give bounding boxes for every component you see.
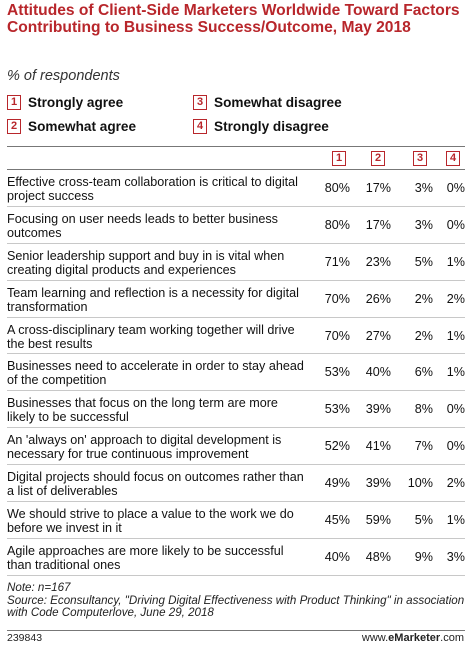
value-cell-col3: 3% bbox=[414, 217, 433, 232]
column-header-3: 3 bbox=[413, 151, 427, 166]
legend-label-2: Somewhat agree bbox=[28, 118, 137, 134]
chart-id: 239843 bbox=[7, 632, 43, 644]
table-row: Team learning and reflection is a necess… bbox=[7, 281, 465, 318]
value-cell-col1: 45% bbox=[324, 513, 350, 528]
value-cell-col2: 17% bbox=[365, 181, 391, 195]
legend-item-3: 3 Somewhat disagree bbox=[193, 92, 342, 112]
row-label: Agile approaches are more likely to be s… bbox=[7, 543, 284, 572]
row-label: Senior leadership support and buy in is … bbox=[7, 248, 285, 277]
data-table: 1 2 3 4 Effective cross-team collaborati… bbox=[7, 146, 465, 576]
note-text: Note: n=167 bbox=[7, 581, 71, 594]
value-cell-col1: 70% bbox=[324, 328, 350, 343]
brand-name: eMarketer bbox=[388, 632, 441, 644]
table-row: A cross-disciplinary team working togeth… bbox=[7, 318, 465, 355]
value-cell-col4: 1% bbox=[446, 254, 465, 269]
value-cell-col4: 1% bbox=[446, 328, 465, 343]
value-cell-col3: 7% bbox=[414, 439, 433, 454]
value-cell-col3: 3% bbox=[414, 181, 433, 195]
value-cell-col2: 27% bbox=[365, 328, 391, 343]
value-cell-col2: 59% bbox=[365, 513, 391, 528]
row-label: Focusing on user needs leads to better b… bbox=[7, 211, 278, 240]
value-cell-col2: 48% bbox=[365, 549, 391, 564]
value-cell-col3: 5% bbox=[414, 254, 433, 269]
table-row: Digital projects should focus on outcome… bbox=[7, 465, 465, 503]
footer-divider bbox=[7, 630, 465, 631]
table-row: Focusing on user needs leads to better b… bbox=[7, 207, 465, 244]
value-cell-col3: 2% bbox=[414, 328, 433, 343]
value-cell-col4: 0% bbox=[446, 402, 465, 417]
row-label: Effective cross-team collaboration is cr… bbox=[7, 175, 298, 203]
value-cell-col3: 8% bbox=[414, 402, 433, 417]
value-cell-col1: 53% bbox=[324, 402, 350, 417]
table-row: An 'always on' approach to digital devel… bbox=[7, 428, 465, 466]
table-row: We should strive to place a value to the… bbox=[7, 502, 465, 539]
legend-label-4: Strongly disagree bbox=[214, 118, 329, 134]
legend-label-1: Strongly agree bbox=[28, 94, 124, 110]
value-cell-col2: 41% bbox=[365, 439, 391, 454]
row-label: Digital projects should focus on outcome… bbox=[7, 470, 304, 499]
value-cell-col3: 5% bbox=[414, 513, 433, 528]
legend-label-3: Somewhat disagree bbox=[214, 94, 342, 110]
column-header-4: 4 bbox=[446, 151, 460, 166]
table-row: Effective cross-team collaboration is cr… bbox=[7, 170, 465, 207]
value-cell-col1: 80% bbox=[324, 217, 350, 232]
legend-item-4: 4 Strongly disagree bbox=[193, 116, 329, 136]
value-cell-col4: 0% bbox=[446, 217, 465, 232]
footnote: Note: n=167 Source: Econsultancy, "Drivi… bbox=[7, 581, 467, 620]
legend: 1 Strongly agree 2 Somewhat agree 3 Some… bbox=[7, 92, 467, 138]
chart-subtitle: % of respondents bbox=[7, 68, 120, 84]
value-cell-col4: 3% bbox=[446, 549, 465, 564]
value-cell-col1: 52% bbox=[324, 439, 350, 454]
value-cell-col2: 39% bbox=[365, 476, 391, 491]
legend-number-3: 3 bbox=[193, 94, 207, 110]
table-row: Businesses that focus on the long term a… bbox=[7, 391, 465, 429]
value-cell-col1: 71% bbox=[324, 254, 350, 269]
value-cell-col2: 39% bbox=[365, 402, 391, 417]
row-label: Businesses need to accelerate in order t… bbox=[7, 359, 304, 388]
brand-logo: www.eMarketer.com bbox=[362, 632, 464, 644]
table-row: Businesses need to accelerate in order t… bbox=[7, 354, 465, 392]
brand-prefix: www. bbox=[361, 632, 389, 644]
value-cell-col3: 2% bbox=[414, 291, 433, 306]
value-cell-col4: 1% bbox=[446, 513, 465, 528]
value-cell-col1: 49% bbox=[324, 476, 350, 491]
value-cell-col3: 6% bbox=[414, 365, 433, 380]
value-cell-col4: 2% bbox=[446, 291, 465, 306]
value-cell-col2: 17% bbox=[365, 217, 391, 232]
legend-number-4: 4 bbox=[193, 118, 207, 134]
table-body: Effective cross-team collaboration is cr… bbox=[7, 170, 465, 576]
chart-title: Attitudes of Client-Side Marketers World… bbox=[7, 2, 460, 36]
source-text: Source: Econsultancy, "Driving Digital E… bbox=[7, 593, 465, 619]
value-cell-col4: 1% bbox=[446, 365, 465, 380]
row-label: Team learning and reflection is a necess… bbox=[7, 285, 299, 314]
value-cell-col4: 0% bbox=[446, 439, 465, 454]
table-row: Agile approaches are more likely to be s… bbox=[7, 539, 465, 576]
value-cell-col1: 70% bbox=[324, 291, 350, 306]
value-cell-col1: 80% bbox=[324, 181, 350, 195]
value-cell-col3: 9% bbox=[414, 549, 433, 564]
value-cell-col2: 23% bbox=[365, 254, 391, 269]
value-cell-col4: 2% bbox=[446, 476, 465, 491]
row-label: We should strive to place a value to the… bbox=[7, 507, 294, 536]
column-header-2: 2 bbox=[371, 151, 385, 166]
table-header: 1 2 3 4 bbox=[7, 146, 465, 170]
value-cell-col1: 53% bbox=[324, 365, 350, 380]
table-row: Senior leadership support and buy in is … bbox=[7, 244, 465, 281]
row-label: Businesses that focus on the long term a… bbox=[7, 396, 278, 425]
legend-item-2: 2 Somewhat agree bbox=[7, 116, 136, 136]
column-header-1: 1 bbox=[332, 151, 346, 166]
value-cell-col2: 40% bbox=[365, 365, 391, 380]
row-label: A cross-disciplinary team working togeth… bbox=[7, 322, 295, 351]
value-cell-col3: 10% bbox=[407, 476, 433, 491]
value-cell-col1: 40% bbox=[324, 549, 350, 564]
value-cell-col2: 26% bbox=[365, 291, 391, 306]
value-cell-col4: 0% bbox=[446, 181, 465, 195]
legend-number-2: 2 bbox=[7, 118, 21, 134]
legend-number-1: 1 bbox=[7, 94, 21, 110]
row-label: An 'always on' approach to digital devel… bbox=[7, 433, 282, 462]
brand-suffix: .com bbox=[440, 632, 464, 644]
legend-item-1: 1 Strongly agree bbox=[7, 92, 123, 112]
